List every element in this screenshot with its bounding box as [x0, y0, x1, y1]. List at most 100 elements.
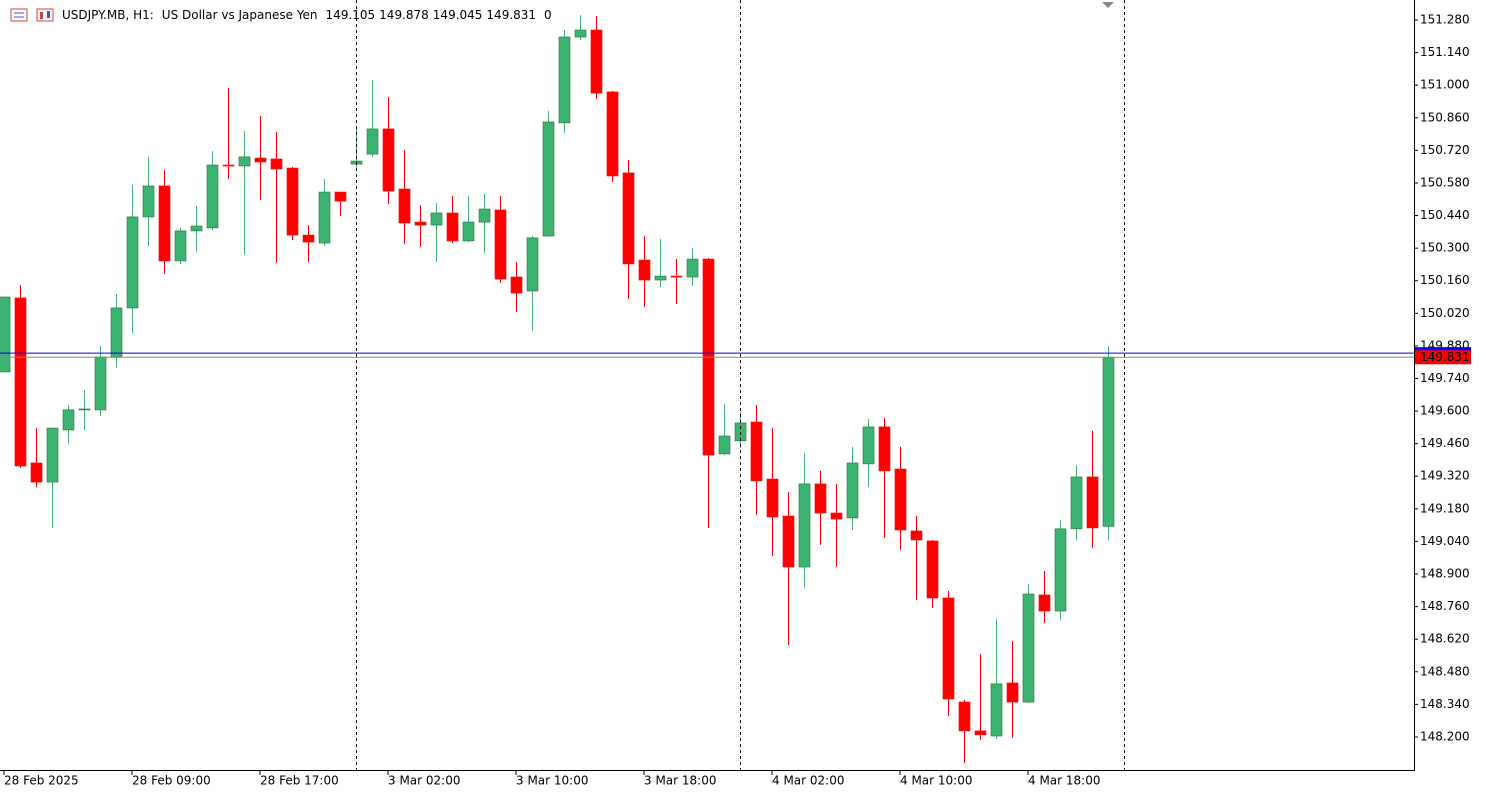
header: USDJPY.MB, H1: US Dollar vs Japanese Yen 1…	[62, 8, 552, 22]
candle-body	[62, 409, 75, 431]
high-value: 149.878	[379, 8, 429, 22]
candle-body	[606, 91, 619, 177]
candle-body	[766, 478, 779, 518]
y-tick-label: 148.620	[1420, 632, 1470, 646]
candle-body	[446, 212, 459, 242]
y-tick-label: 150.860	[1420, 110, 1470, 124]
header-icons	[10, 8, 54, 22]
candle-body	[142, 185, 155, 218]
candle-body	[222, 164, 235, 167]
y-tick-label: 150.720	[1420, 143, 1470, 157]
candle-body	[718, 435, 731, 455]
y-tick-label: 148.340	[1420, 697, 1470, 711]
candle-body	[30, 462, 43, 483]
open-value: 149.105	[326, 8, 376, 22]
y-tick-label: 148.200	[1420, 729, 1470, 743]
candle-body	[958, 701, 971, 732]
candle-body	[1102, 357, 1115, 527]
price-tag-label: 149.831	[1420, 350, 1470, 364]
candle-body	[0, 296, 11, 373]
description: US Dollar vs Japanese Yen	[162, 8, 318, 22]
candle-body	[814, 483, 827, 514]
candle-body	[1038, 594, 1051, 612]
candle-body	[510, 276, 523, 294]
candle-body	[990, 683, 1003, 737]
candle-body	[622, 172, 635, 265]
x-tick-label: 4 Mar 18:00	[1028, 774, 1101, 788]
x-tick-label: 28 Feb 09:00	[132, 774, 211, 788]
candle-body	[382, 128, 395, 192]
y-tick-label: 148.760	[1420, 599, 1470, 613]
candle-body	[1070, 476, 1083, 530]
x-tick-label: 4 Mar 10:00	[900, 774, 973, 788]
candle-body	[318, 191, 331, 244]
y-tick-label: 149.740	[1420, 371, 1470, 385]
candle-body	[1022, 593, 1035, 703]
y-tick-label: 151.140	[1420, 45, 1470, 59]
candle-body	[158, 185, 171, 262]
candle-body	[94, 356, 107, 411]
y-tick-label: 149.320	[1420, 469, 1470, 483]
candle-body	[846, 462, 859, 519]
y-tick-label: 150.580	[1420, 175, 1470, 189]
candle-body	[798, 483, 811, 568]
candle-body	[110, 307, 123, 358]
candle-body	[286, 167, 299, 236]
candle-body	[494, 209, 507, 280]
candle-body	[782, 515, 795, 568]
candle-body	[414, 221, 427, 226]
candle-body	[878, 426, 891, 472]
price-tag	[1415, 350, 1471, 365]
x-tick-label: 3 Mar 18:00	[644, 774, 717, 788]
x-tick-label: 4 Mar 02:00	[772, 774, 845, 788]
y-tick-label: 151.000	[1420, 78, 1470, 92]
candle-body	[926, 540, 939, 599]
x-tick-label: 28 Feb 2025	[4, 774, 79, 788]
plot-area	[0, 15, 1115, 764]
candle-body	[1086, 476, 1099, 529]
low-value: 149.045	[433, 8, 483, 22]
candle-body	[686, 258, 699, 278]
candle-body	[974, 730, 987, 736]
candle-body	[590, 29, 603, 94]
symbol: USDJPY.MB, H1:	[62, 8, 154, 22]
candle-body	[174, 230, 187, 262]
candle-body	[126, 216, 139, 309]
y-tick-label: 149.040	[1420, 534, 1470, 548]
y-tick-label: 148.900	[1420, 567, 1470, 581]
candle-body	[862, 426, 875, 465]
candle-body	[302, 234, 315, 243]
candle-body	[478, 208, 491, 223]
volume-value: 0	[544, 8, 552, 22]
y-tick-label: 150.020	[1420, 306, 1470, 320]
close-value: 149.831	[486, 8, 536, 22]
candle-body	[462, 221, 475, 242]
y-tick-label: 149.600	[1420, 404, 1470, 418]
y-tick-label: 150.440	[1420, 208, 1470, 222]
candle-body	[334, 191, 347, 202]
candle-body	[78, 408, 91, 411]
candle-body	[942, 597, 955, 700]
candle-body	[638, 259, 651, 281]
candle-body	[254, 157, 267, 163]
candle-body	[1054, 528, 1067, 612]
candle-body	[910, 530, 923, 541]
y-tick-label: 149.460	[1420, 436, 1470, 450]
candle-body	[574, 29, 587, 38]
y-tick-label: 149.180	[1420, 501, 1470, 515]
icon	[47, 11, 50, 18]
candle-body	[430, 212, 443, 226]
candle-body	[894, 468, 907, 531]
candle-body	[398, 188, 411, 224]
candle-body	[558, 36, 571, 124]
candle-body	[14, 297, 27, 467]
y-tick-label: 151.280	[1420, 13, 1470, 27]
candle-body	[190, 225, 203, 232]
candle-body	[366, 128, 379, 155]
x-tick-label: 28 Feb 17:00	[260, 774, 339, 788]
candle-body	[654, 275, 667, 281]
shift-marker	[1102, 2, 1114, 8]
